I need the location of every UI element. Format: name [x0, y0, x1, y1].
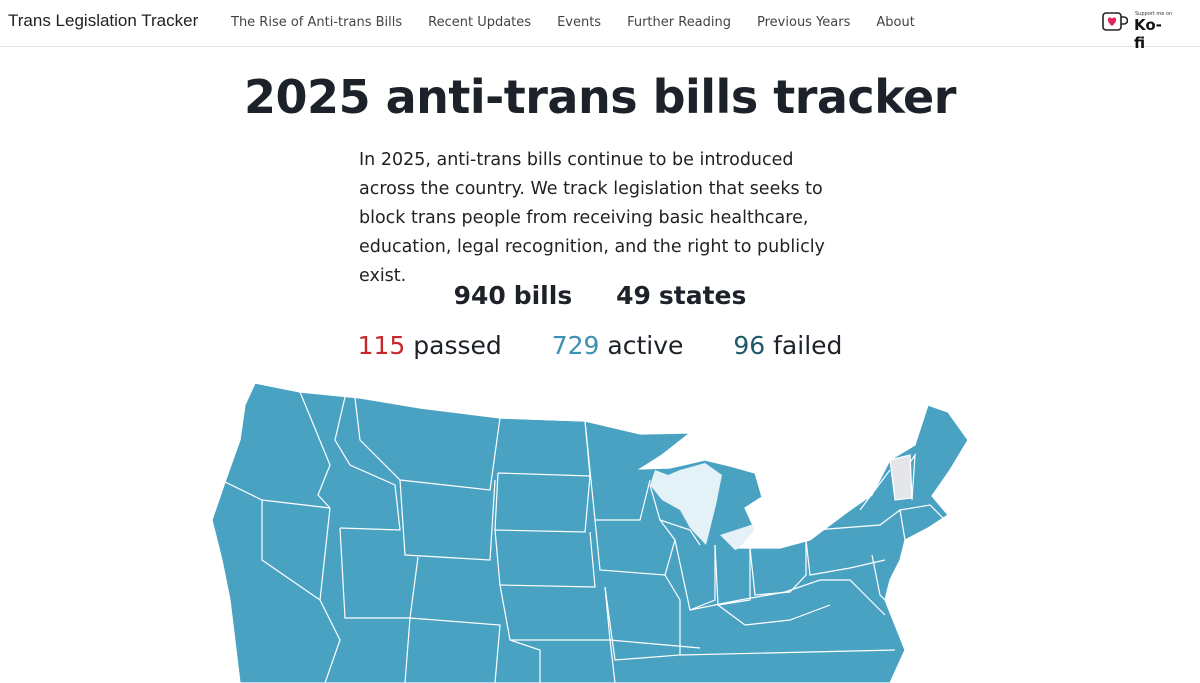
- active-count: 729: [551, 331, 600, 360]
- state-borders: [224, 391, 946, 683]
- intro-paragraph: In 2025, anti-trans bills continue to be…: [359, 150, 825, 286]
- failed-count: 96: [733, 331, 766, 360]
- kofi-support-button[interactable]: Support me on Ko-fi: [1102, 10, 1173, 52]
- bills-count: 940: [453, 281, 506, 310]
- active-stat[interactable]: 729 active: [552, 331, 684, 360]
- states-label: states: [658, 281, 747, 310]
- ko-fi-cup-icon: [1102, 12, 1128, 31]
- active-label: active: [607, 331, 684, 360]
- failed-label: failed: [773, 331, 843, 360]
- bills-label: bills: [513, 281, 573, 310]
- passed-stat[interactable]: 115 passed: [358, 331, 502, 360]
- status-summary: 115 passed 729 active 96 failed: [0, 331, 1200, 360]
- kofi-label: Ko-fi: [1134, 16, 1162, 52]
- nav-link-about[interactable]: About: [876, 15, 915, 30]
- totals-summary: 940 bills 49 states: [0, 281, 1200, 310]
- failed-stat[interactable]: 96 failed: [733, 331, 842, 360]
- nav-link-events[interactable]: Events: [557, 15, 602, 30]
- nav-link-rise-of-anti-trans-bills[interactable]: The Rise of Anti-trans Bills: [231, 15, 403, 30]
- state-vermont[interactable]: [889, 454, 913, 501]
- nav-link-recent-updates[interactable]: Recent Updates: [428, 15, 532, 30]
- page-title: 2025 anti-trans bills tracker: [244, 70, 956, 124]
- bills-total: 940 bills: [454, 281, 573, 310]
- nav-link-previous-years[interactable]: Previous Years: [757, 15, 851, 30]
- states-count: 49: [616, 281, 651, 310]
- nav-link-further-reading[interactable]: Further Reading: [627, 15, 732, 30]
- kofi-support-caption: Support me on: [1135, 11, 1173, 17]
- top-navbar: Trans Legislation Tracker The Rise of An…: [0, 0, 1200, 52]
- states-total: 49 states: [616, 281, 746, 310]
- site-brand-link[interactable]: Trans Legislation Tracker: [8, 11, 199, 30]
- passed-label: passed: [413, 331, 502, 360]
- passed-count: 115: [357, 331, 406, 360]
- nav-links: The Rise of Anti-trans Bills Recent Upda…: [218, 15, 928, 30]
- us-states-map[interactable]: [0, 370, 1200, 683]
